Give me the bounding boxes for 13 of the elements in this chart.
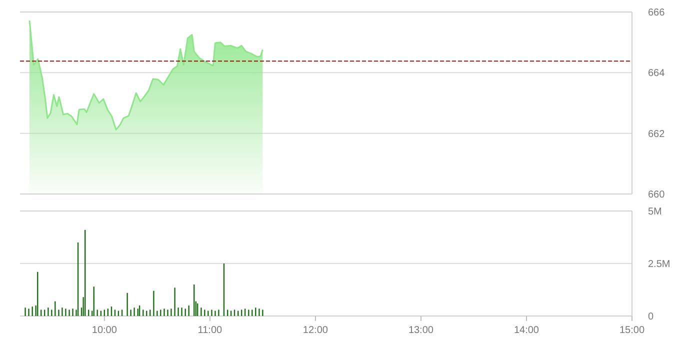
y-tick-label: 2.5M	[648, 259, 670, 270]
y-tick-label: 662	[648, 128, 666, 140]
x-tick-label: 10:00	[92, 325, 118, 336]
y-tick-label: 666	[648, 8, 666, 18]
x-tick-label: 15:00	[619, 325, 645, 336]
y-tick-label: 5M	[648, 206, 662, 218]
x-tick-label: 14:00	[514, 325, 540, 336]
y-tick-label: 0	[648, 312, 654, 322]
x-tick-label: 12:00	[302, 325, 328, 336]
y-tick-label: 664	[648, 68, 666, 80]
y-tick-label: 660	[648, 190, 666, 200]
x-tick-label: 13:00	[408, 325, 434, 336]
x-tick-label: 11:00	[198, 325, 223, 336]
